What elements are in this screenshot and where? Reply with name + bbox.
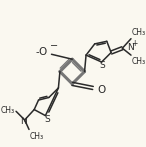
- Text: S: S: [44, 115, 50, 124]
- Text: O: O: [97, 85, 106, 95]
- Text: −: −: [50, 41, 58, 51]
- Text: CH₃: CH₃: [0, 106, 14, 115]
- Text: CH₃: CH₃: [30, 132, 44, 141]
- Text: CH₃: CH₃: [132, 57, 146, 66]
- Text: CH₃: CH₃: [132, 28, 146, 37]
- Text: +: +: [131, 39, 137, 47]
- Text: N: N: [127, 43, 133, 52]
- Text: S: S: [100, 61, 105, 70]
- Text: -O: -O: [36, 47, 48, 57]
- Text: N: N: [20, 117, 27, 126]
